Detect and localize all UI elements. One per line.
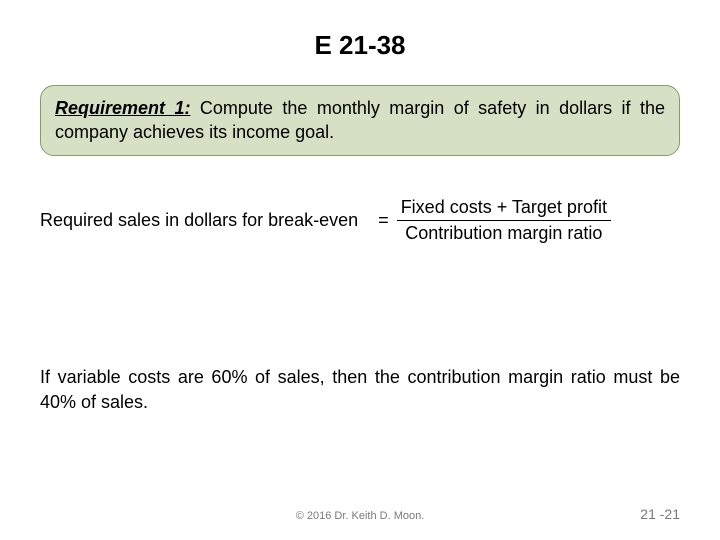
formula-denominator: Contribution margin ratio — [401, 221, 606, 245]
footer: © 2016 Dr. Keith D. Moon. — [0, 510, 720, 522]
copyright: © 2016 Dr. Keith D. Moon. — [296, 510, 425, 522]
formula-fraction: Fixed costs + Target profit Contribution… — [397, 196, 611, 246]
requirement-label: Requirement 1: — [55, 98, 190, 118]
body-text: If variable costs are 60% of sales, then… — [40, 365, 680, 414]
requirement-box: Requirement 1: Compute the monthly margi… — [40, 85, 680, 156]
formula-row: Required sales in dollars for break-even… — [40, 196, 680, 246]
formula-left: Required sales in dollars for break-even — [40, 210, 370, 231]
equals-sign: = — [370, 210, 397, 231]
formula-numerator: Fixed costs + Target profit — [397, 196, 611, 221]
slide: E 21-38 Requirement 1: Compute the month… — [0, 0, 720, 540]
page-number: 21 -21 — [640, 506, 680, 522]
page-title: E 21-38 — [40, 30, 680, 61]
